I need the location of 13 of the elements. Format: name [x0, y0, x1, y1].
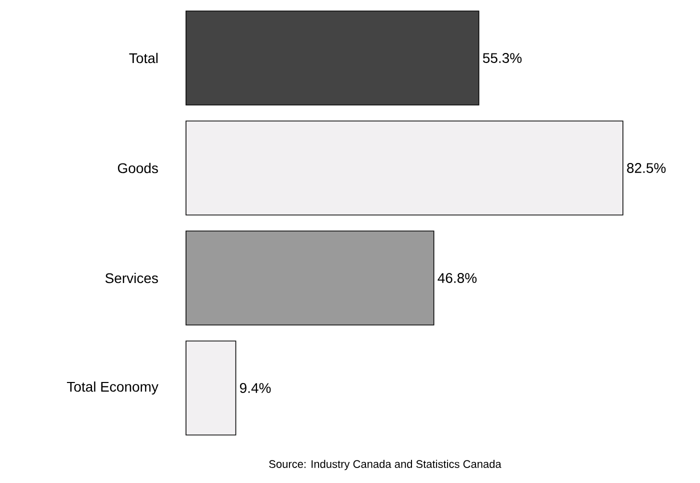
y-tick-label: Goods	[118, 162, 158, 174]
bar	[186, 230, 434, 326]
data-label: 55.3%	[482, 53, 522, 63]
data-label: 82.5%	[627, 163, 666, 173]
y-tick-label: Total Economy	[66, 381, 158, 395]
bar	[186, 120, 624, 216]
source-note: Source: Industry Canada and Statistics Canada	[269, 460, 502, 470]
data-label: 9.4%	[240, 383, 271, 393]
y-tick-label: Services	[105, 272, 158, 284]
bar	[186, 10, 480, 106]
y-tick-label: Total	[129, 52, 158, 64]
data-label: 46.8%	[438, 273, 477, 283]
bar	[186, 340, 236, 436]
